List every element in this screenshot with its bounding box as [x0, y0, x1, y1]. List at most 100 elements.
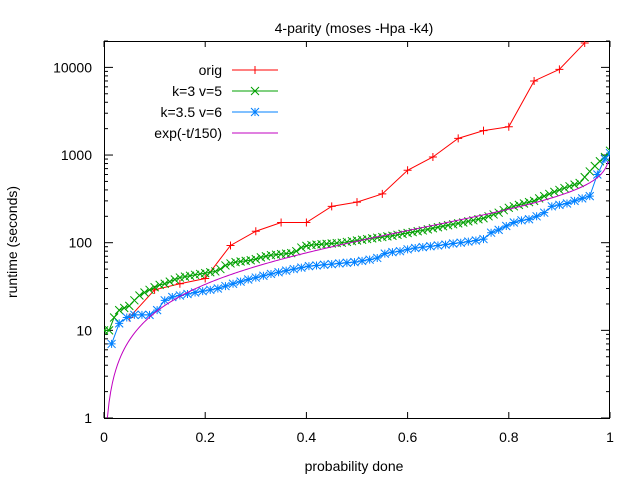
point-k-3-5-v-6-25 [296, 263, 306, 272]
legend-label-orig: orig [199, 62, 222, 78]
series-orig [125, 41, 589, 322]
point-k-3-5-v-6-30 [334, 259, 344, 268]
point-k-3-v-5-94 [575, 178, 584, 188]
point-k-3-5-v-6-23 [281, 266, 291, 275]
point-orig-14 [479, 126, 488, 135]
series-k-3-5-v-6 [107, 148, 610, 349]
point-orig-10 [378, 189, 387, 198]
plot-frame [104, 41, 610, 419]
point-k-3-5-v-6-14 [213, 284, 223, 293]
point-k-3-5-v-6-1 [114, 319, 124, 328]
point-k-3-v-5-24 [221, 261, 230, 270]
y-tick-label-3: 1000 [61, 147, 92, 163]
point-k-3-v-5-92 [565, 181, 574, 191]
point-k-3-5-v-6-64 [592, 170, 602, 179]
x-tick-label-0: 0 [100, 429, 108, 445]
point-k-3-5-v-6-20 [259, 271, 268, 281]
legend-marker-k-3-5-v-6 [250, 107, 260, 117]
point-k-3-v-5-91 [560, 183, 569, 193]
point-k-3-5-v-6-6 [152, 305, 162, 315]
point-k-3-5-v-6-63 [585, 191, 595, 201]
point-k-3-v-5-2 [109, 313, 119, 322]
point-k-3-v-5-4 [119, 303, 129, 313]
point-orig-11 [403, 166, 412, 175]
point-k-3-v-5-12 [160, 279, 170, 289]
x-tick-label-5: 1 [606, 429, 614, 445]
point-k-3-5-v-6-5 [145, 310, 154, 320]
point-k-3-5-v-6-56 [532, 211, 541, 221]
axis-ticks: 0 0.2 0.4 0.6 0.8 1 1 10 100 1000 10000 [53, 40, 614, 445]
point-k-3-5-v-6-52 [501, 221, 511, 231]
point-orig-7 [302, 218, 311, 227]
legend-label-k-3-v-5: k=3 v=5 [172, 83, 222, 99]
point-k-3-5-v-6-44 [441, 240, 450, 249]
point-k-3-v-5-8 [140, 288, 149, 297]
point-orig-3 [201, 274, 210, 283]
point-k-3-v-5-9 [145, 285, 154, 295]
point-k-3-5-v-6-16 [228, 279, 238, 289]
legend-marker-k-3-v-5 [250, 86, 260, 96]
point-k-3-5-v-6-40 [410, 243, 420, 253]
series-line-exp-t-150 [106, 160, 609, 418]
x-tick-label-1: 0.2 [195, 429, 215, 445]
point-orig-9 [353, 198, 361, 207]
point-k-3-5-v-6-22 [274, 267, 283, 277]
point-k-3-v-5-32 [261, 251, 271, 261]
legend-label-exp-t-150: exp(-t/150) [154, 125, 222, 141]
point-orig-15 [504, 122, 513, 131]
point-k-3-5-v-6-13 [205, 285, 215, 295]
point-k-3-5-v-6-34 [365, 255, 375, 265]
point-k-3-v-5-39 [296, 243, 306, 252]
point-k-3-v-5-38 [291, 246, 301, 256]
point-k-3-5-v-6-37 [388, 247, 397, 257]
point-k-3-5-v-6-11 [190, 288, 200, 297]
legend-label-k-3-5-v-6: k=3.5 v=6 [161, 104, 223, 120]
point-k-3-v-5-87 [539, 191, 549, 201]
point-k-3-v-5-10 [150, 282, 159, 292]
legend: orig k=3 v=5 k=3.5 v=6 exp(-t/150) [154, 62, 278, 141]
point-k-3-v-5-7 [135, 291, 144, 300]
point-k-3-5-v-6-0 [107, 339, 116, 349]
point-k-3-v-5-89 [549, 187, 559, 197]
point-k-3-5-v-6-21 [266, 269, 276, 279]
data-series [104, 41, 610, 418]
point-orig-8 [327, 202, 336, 211]
point-orig-16 [530, 76, 539, 85]
point-k-3-5-v-6-17 [236, 277, 245, 286]
point-k-3-5-v-6-10 [183, 289, 192, 299]
point-k-3-v-5-78 [494, 208, 504, 218]
point-k-3-5-v-6-62 [577, 194, 587, 203]
point-k-3-5-v-6-8 [167, 292, 177, 302]
x-tick-label-4: 0.8 [499, 429, 519, 445]
point-k-3-5-v-6-12 [198, 286, 208, 296]
point-k-3-5-v-6-4 [137, 310, 147, 320]
point-k-3-5-v-6-7 [160, 295, 170, 305]
series-k-3-v-5 [104, 146, 610, 335]
point-k-3-5-v-6-65 [600, 154, 610, 164]
point-k-3-5-v-6-32 [350, 257, 359, 267]
point-k-3-v-5-29 [246, 255, 256, 265]
point-k-3-5-v-6-53 [509, 218, 519, 227]
point-k-3-5-v-6-2 [122, 313, 132, 322]
point-k-3-5-v-6-15 [221, 281, 230, 291]
point-k-3-5-v-6-36 [380, 249, 390, 258]
y-tick-label-4: 10000 [53, 59, 92, 75]
point-k-3-5-v-6-35 [372, 253, 382, 263]
point-k-3-5-v-6-29 [327, 259, 337, 269]
y-axis-label: runtime (seconds) [4, 186, 20, 298]
point-k-3-5-v-6-42 [426, 241, 435, 251]
point-k-3-5-v-6-49 [479, 234, 488, 244]
point-k-3-5-v-6-46 [456, 238, 466, 248]
point-k-3-v-5-23 [216, 264, 225, 274]
point-k-3-5-v-6-57 [539, 208, 549, 218]
point-k-3-5-v-6-61 [570, 196, 579, 206]
point-k-3-5-v-6-51 [494, 225, 504, 235]
point-k-3-5-v-6-66 [605, 148, 610, 158]
y-tick-label-2: 100 [69, 235, 93, 251]
point-k-3-v-5-90 [555, 185, 564, 195]
point-k-3-v-5-22 [210, 267, 220, 276]
point-k-3-5-v-6-9 [175, 291, 185, 300]
point-k-3-5-v-6-18 [243, 275, 253, 284]
point-k-3-5-v-6-19 [251, 273, 261, 282]
point-k-3-5-v-6-38 [395, 246, 405, 256]
